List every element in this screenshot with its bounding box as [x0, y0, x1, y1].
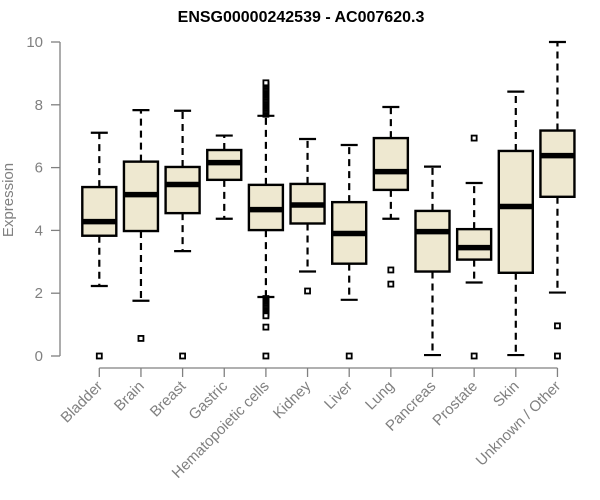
outlier-point	[262, 352, 270, 360]
x-tick-label: Liver	[321, 378, 356, 413]
box-iqr	[539, 129, 576, 199]
outlier-point	[554, 352, 561, 360]
outlier-point	[387, 266, 395, 274]
box-unknown-other	[539, 40, 576, 360]
box-iqr	[164, 165, 201, 215]
box-breast	[164, 109, 201, 360]
x-tick-label: Lung	[362, 378, 398, 414]
outlier-point	[387, 280, 395, 288]
x-tick-label: Skin	[490, 378, 523, 411]
y-tick-label: 2	[35, 285, 43, 302]
x-tick-label: Bladder	[58, 378, 107, 427]
box-pancreas	[414, 165, 451, 357]
outlier-point	[262, 323, 270, 331]
y-tick-label: 0	[35, 348, 43, 365]
y-axis: 0 2 4 6 8 10	[26, 34, 61, 365]
x-tick-label: Brain	[111, 378, 148, 415]
x-tick-label: Breast	[147, 377, 190, 420]
box-prostate	[455, 134, 493, 360]
x-tick-label: Kidney	[270, 377, 315, 422]
box-lung	[372, 105, 410, 288]
box-hematopoietic-cells	[247, 79, 285, 360]
outlier-point	[470, 134, 478, 142]
box-iqr	[372, 136, 410, 192]
outlier-point	[304, 287, 311, 295]
y-tick-label: 8	[35, 97, 43, 114]
box-kidney	[289, 137, 326, 295]
y-axis-label: Expression	[0, 163, 17, 237]
outlier-point	[95, 352, 103, 360]
boxes	[81, 40, 576, 360]
outlier-point	[262, 79, 270, 87]
box-iqr	[414, 209, 451, 273]
y-tick-label: 4	[35, 222, 43, 239]
box-iqr	[81, 185, 118, 237]
outlier-point	[554, 322, 561, 330]
box-bladder	[81, 131, 118, 360]
outlier-point	[345, 352, 353, 360]
box-liver	[331, 143, 368, 360]
y-tick-label: 6	[35, 160, 43, 177]
x-tick-label: Prostate	[429, 378, 481, 430]
box-gastric	[206, 134, 243, 220]
box-iqr	[497, 149, 534, 274]
outlier-point	[470, 352, 478, 360]
box-skin	[497, 90, 534, 357]
box-brain	[122, 109, 160, 342]
outlier-point	[262, 312, 270, 320]
box-iqr	[455, 227, 493, 261]
chart-title: ENSG00000242539 - AC007620.3	[178, 9, 425, 26]
outlier-point	[179, 352, 187, 360]
outlier-point	[137, 335, 145, 342]
y-tick-label: 10	[26, 34, 43, 51]
